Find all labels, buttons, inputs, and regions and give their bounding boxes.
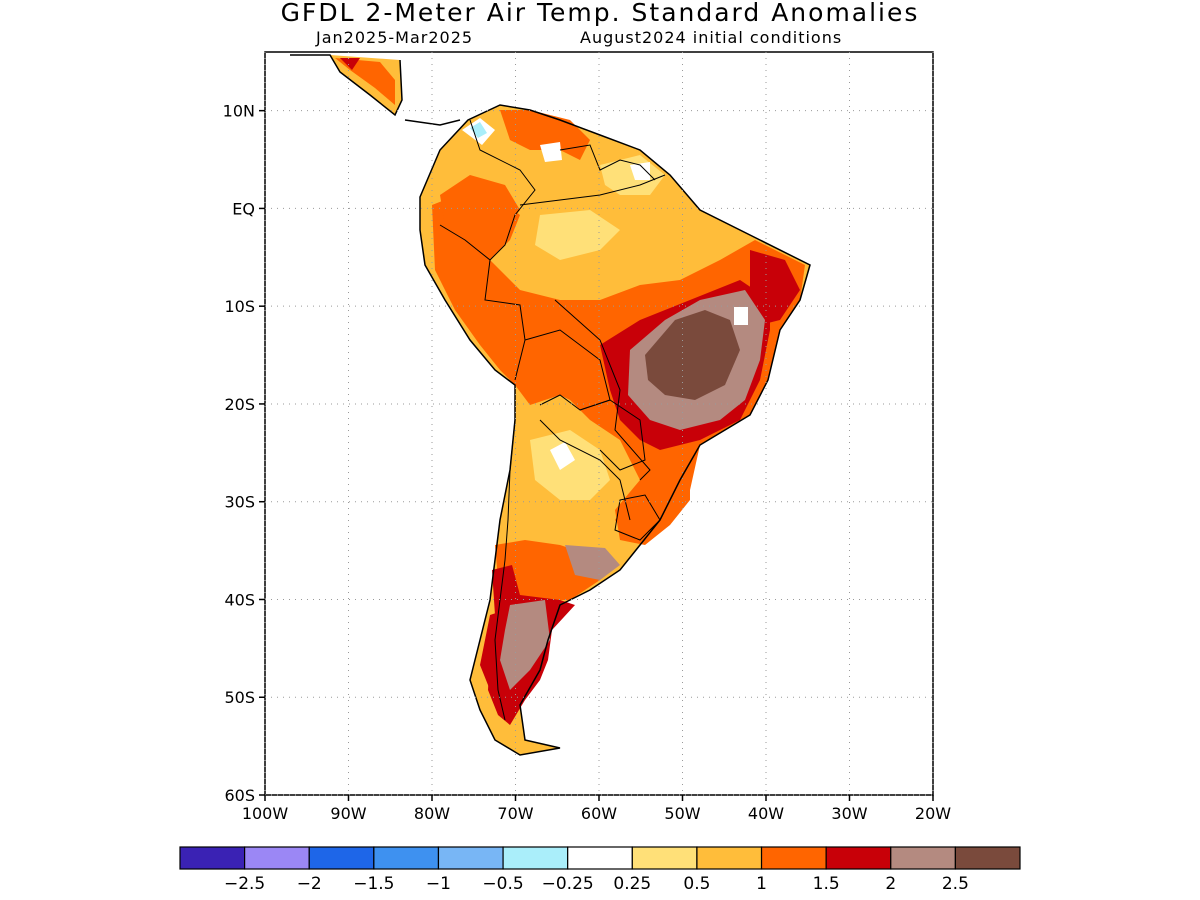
lon-label: 80W	[414, 804, 450, 823]
lon-label: 60W	[581, 804, 617, 823]
anomaly-fill-layer	[330, 55, 810, 755]
chaco-yellow	[530, 430, 610, 500]
axis-ticks	[259, 109, 934, 801]
forecast-period: Jan2025-Mar2025	[316, 28, 474, 47]
colorbar-swatch	[825, 846, 892, 870]
colorbar-swatch	[631, 846, 698, 870]
colorbar-swatch	[179, 846, 246, 870]
colorbar-label: −2	[297, 874, 322, 894]
central-america-coastline	[290, 54, 461, 126]
venezuela-guiana-border	[559, 144, 656, 181]
andes-red	[480, 610, 505, 690]
argentina-chile-border	[494, 419, 516, 721]
lon-label: 50W	[664, 804, 700, 823]
central-america-red	[340, 58, 360, 70]
lat-label: 30S	[224, 493, 255, 512]
colorbar-swatch	[954, 846, 1021, 870]
colorbar: −2.5 −2 −1.5 −1 −0.5 −0.25 0.25 0.5 1 1.5 2 2.5	[179, 846, 1021, 894]
lon-label: 90W	[330, 804, 366, 823]
andean-white	[540, 142, 562, 162]
lat-label: EQ	[232, 199, 255, 218]
paraguay-border	[579, 399, 646, 471]
central-america-hot	[335, 58, 395, 105]
lon-label: 70W	[497, 804, 533, 823]
lat-label: 10N	[223, 102, 255, 121]
colorbar-label: 0.5	[683, 874, 710, 894]
colorbar-swatch	[373, 846, 440, 870]
colorbar-label: −2.5	[224, 874, 265, 894]
colorbar-swatch	[760, 846, 827, 870]
buenos-aires-mauve	[565, 545, 620, 580]
lat-label: 10S	[224, 297, 255, 316]
lon-label: 30W	[831, 804, 867, 823]
colorbar-swatch	[244, 846, 310, 870]
colorbar-label: −0.25	[542, 874, 594, 894]
colombia-orange	[440, 175, 520, 235]
colorbar-label: −1	[426, 874, 451, 894]
lat-label: 60S	[224, 786, 255, 805]
lat-label: 50S	[224, 688, 255, 707]
colorbar-label: 2	[885, 874, 896, 894]
lon-label: 20W	[915, 804, 951, 823]
colorbar-label: −1.5	[353, 874, 394, 894]
guiana-white	[630, 162, 650, 180]
colorbar-swatch	[890, 846, 956, 870]
lat-label: 40S	[224, 590, 255, 609]
brazil-border	[519, 174, 666, 481]
colorbar-label: 0.25	[613, 874, 651, 894]
chaco-white	[550, 442, 575, 470]
patagonia-mauve	[500, 600, 550, 690]
country-borders	[439, 119, 666, 721]
missing-data-box	[734, 307, 748, 325]
lon-label: 40W	[748, 804, 784, 823]
caribbean-cool	[470, 122, 487, 138]
colorbar-label: 1.5	[813, 874, 840, 894]
colorbar-swatch	[502, 846, 569, 870]
colorbar-label: 1	[756, 874, 767, 894]
initial-conditions: August2024 initial conditions	[580, 28, 843, 47]
colorbar-swatch	[308, 846, 375, 870]
brown-core	[645, 310, 740, 400]
argentina-east-border	[539, 419, 631, 521]
colorbar-label: −0.5	[482, 874, 523, 894]
map-title: GFDL 2-Meter Air Temp. Standard Anomalie…	[280, 0, 920, 27]
amazon-yellow	[535, 210, 620, 260]
colorbar-swatch	[567, 846, 633, 870]
colombia-border	[469, 119, 536, 261]
lon-label: 100W	[242, 804, 289, 823]
uruguay-border	[614, 494, 661, 541]
lat-label: 20S	[224, 395, 255, 414]
colorbar-label: 2.5	[942, 874, 969, 894]
colorbar-swatch	[437, 846, 504, 870]
colorbar-swatch	[696, 846, 763, 870]
